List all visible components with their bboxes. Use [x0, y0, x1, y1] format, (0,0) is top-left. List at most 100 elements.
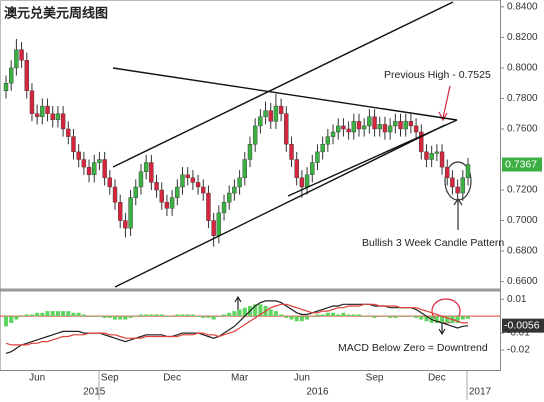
trend-lines	[112, 1, 458, 288]
histogram-bar	[92, 316, 97, 317]
candle-body	[413, 125, 419, 133]
histogram-bar	[460, 316, 465, 320]
channel-upper	[112, 1, 454, 168]
candle-body	[206, 192, 211, 221]
candle-body	[367, 116, 372, 127]
y-tick-label: 0.01	[507, 294, 527, 305]
x-year-label: 2016	[306, 387, 329, 398]
candle-body	[252, 125, 258, 145]
histogram-bar	[434, 316, 439, 323]
histogram-bar	[372, 316, 377, 318]
y-tick-label: 0.7600	[507, 124, 538, 135]
histogram-bar	[242, 307, 247, 317]
candle-body	[175, 186, 180, 198]
candle-body	[107, 177, 113, 188]
histogram-bar	[19, 316, 24, 317]
candle-body	[40, 105, 45, 117]
triangle-top	[112, 67, 458, 121]
histogram-bar	[128, 316, 133, 318]
macd-circle	[431, 298, 461, 324]
candle-body	[71, 136, 76, 153]
histogram-bar	[164, 316, 169, 317]
triangle-bottom	[287, 119, 458, 197]
histogram-bar	[87, 316, 92, 317]
candle-body	[190, 177, 196, 183]
candle-body	[403, 121, 408, 130]
histogram-bar	[268, 309, 273, 317]
candle-body	[29, 90, 35, 114]
x-tick-label: Dec	[163, 373, 181, 384]
candle-body	[112, 186, 118, 203]
candle-body	[237, 177, 242, 188]
histogram-bar	[284, 316, 289, 318]
candle-body	[263, 110, 268, 117]
candle-body	[138, 171, 144, 188]
candle-body	[221, 202, 227, 214]
histogram-bar	[440, 316, 445, 323]
candle-body	[278, 105, 284, 114]
arrow-head	[438, 111, 448, 122]
candle-body	[434, 151, 440, 154]
histogram-bar	[196, 316, 201, 317]
candle-body	[289, 144, 294, 160]
histogram-bar	[341, 312, 346, 317]
candle-body	[284, 113, 289, 145]
histogram-bar	[232, 311, 237, 317]
histogram-bar	[55, 311, 60, 317]
histogram-bar	[71, 312, 76, 317]
candle-body	[66, 128, 71, 137]
candle-body	[346, 128, 351, 133]
candle-body	[60, 113, 66, 130]
histogram-bar	[315, 314, 320, 317]
candle-body	[445, 166, 450, 179]
annotation: Bullish 3 Week Candle Pattern	[362, 237, 504, 249]
candle-body	[180, 174, 185, 188]
candle-body	[102, 159, 107, 179]
candle-body	[398, 121, 403, 130]
candle-body	[97, 159, 102, 163]
x-tick-label: Jun	[29, 373, 45, 384]
histogram-bar	[227, 312, 232, 317]
candle-body	[294, 159, 299, 179]
candle-body	[34, 113, 40, 117]
candle-body	[232, 186, 237, 194]
candle-body	[86, 166, 92, 175]
histogram-bar	[320, 314, 325, 317]
histogram-bar	[310, 316, 315, 317]
histogram-bar	[398, 316, 403, 317]
candle-body	[320, 144, 325, 153]
last-macd-label: -0.0056	[504, 319, 540, 331]
histogram-bar	[388, 316, 393, 318]
candle-body	[424, 151, 429, 160]
histogram-bar	[362, 316, 367, 317]
candle-body	[164, 202, 170, 209]
histogram-bar	[403, 316, 408, 317]
candle-body	[19, 49, 24, 61]
histogram-bar	[445, 316, 450, 323]
histogram-bar	[201, 316, 206, 318]
y-tick-label: 0.8000	[507, 63, 538, 74]
candle-body	[123, 220, 128, 229]
annotation: MACD Below Zero = Downtrend	[338, 342, 488, 354]
last-price-label: 0.7367	[505, 158, 537, 170]
candle-body	[81, 159, 87, 168]
x-year-label: 2017	[469, 387, 492, 398]
y-tick-label: 0.6600	[507, 276, 538, 287]
candle-body	[393, 121, 398, 127]
candle-body	[133, 186, 138, 198]
y-tick-label: 0.7200	[507, 185, 538, 196]
histogram-bar	[216, 316, 221, 317]
candle-body	[45, 105, 50, 114]
histogram-bar	[29, 314, 34, 317]
histogram-bar	[393, 316, 398, 318]
histogram-bar	[170, 316, 175, 317]
candle-body	[408, 121, 414, 127]
candle-body	[169, 197, 175, 209]
histogram-bar	[351, 314, 356, 317]
macd-line	[5, 303, 468, 346]
y-tick-label: 0.6800	[507, 246, 538, 257]
candle-body	[24, 60, 29, 92]
histogram-bar	[299, 316, 304, 322]
histogram-bar	[279, 314, 284, 317]
